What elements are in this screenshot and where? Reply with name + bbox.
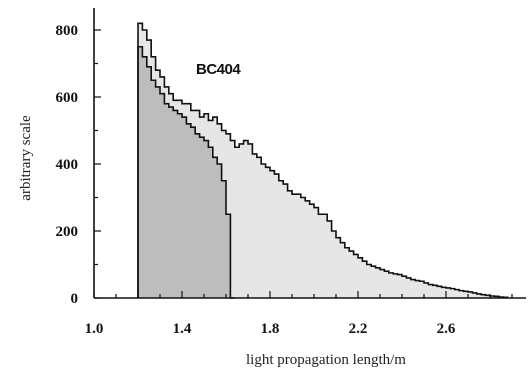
inner-histogram-line <box>137 45 235 299</box>
x-tick-label: 2.2 <box>349 321 368 337</box>
outer-histogram-line <box>137 22 509 299</box>
y-tick-label: 400 <box>56 157 79 173</box>
y-tick-label: 800 <box>56 23 79 39</box>
inner-histogram-fill <box>138 46 235 298</box>
y-tick-label: 0 <box>71 291 79 307</box>
shading-layer <box>138 23 508 299</box>
x-tick-label: 1.8 <box>261 321 280 337</box>
x-tick-label: 1.0 <box>85 321 104 337</box>
y-axis-label: arbitrary scale <box>18 115 34 201</box>
chart-annotation: BC404 <box>196 61 241 78</box>
x-tick-label: 2.6 <box>437 321 456 337</box>
y-tick-label: 600 <box>56 90 79 106</box>
x-axis-label: light propagation length/m <box>246 352 406 368</box>
tick-labels: 1.0 1.4 1.8 2.2 2.6 0 200 400 600 800 <box>56 23 456 337</box>
x-tick-label: 1.4 <box>173 321 192 337</box>
histogram-lines <box>137 22 509 299</box>
axes <box>93 8 526 299</box>
y-tick-label: 200 <box>56 224 79 240</box>
